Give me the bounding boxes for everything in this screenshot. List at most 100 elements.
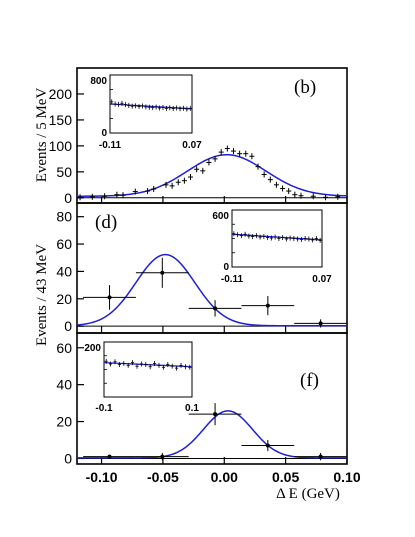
data-point xyxy=(163,181,169,188)
y-tick-label: 20 xyxy=(56,291,72,307)
inset-data-point xyxy=(123,102,127,108)
point-marker xyxy=(213,412,218,417)
fit-curve xyxy=(77,410,347,459)
y-tick-label: 60 xyxy=(56,236,72,252)
y-tick-label: 60 xyxy=(56,340,72,356)
inset-data-point xyxy=(188,364,192,370)
y-tick-label: 100 xyxy=(49,138,73,154)
inset-data-point xyxy=(140,103,145,109)
panel-f: 0 20 40 60 (f) 200 -0.1 0.1 -0.10 -0.05 0.00 0… xyxy=(56,332,361,502)
data-point xyxy=(335,193,341,200)
y-tick-label: 200 xyxy=(49,86,73,102)
inset-data-point xyxy=(168,105,172,111)
point-marker xyxy=(265,443,270,448)
inset-data-point xyxy=(284,236,288,242)
inset-data-point xyxy=(110,99,114,105)
inset-data-point xyxy=(175,105,179,111)
inset-data-point xyxy=(161,364,165,370)
panel-f-inset: 200 -0.1 0.1 xyxy=(84,341,199,414)
data-point xyxy=(273,181,279,188)
inset-data-point xyxy=(157,362,161,368)
panel-d-marks: 0 20 40 60 80 xyxy=(56,209,348,334)
panel-b: 0 50 100 150 200 (b) 800 0 -0.11 0.07 Events… xyxy=(34,67,348,206)
inset-data-point xyxy=(273,234,277,240)
data-point xyxy=(135,452,189,461)
x-axis-tick-labels: -0.10 -0.05 0.00 0.05 0.10 xyxy=(86,469,361,485)
inset-data-point xyxy=(258,234,262,240)
panel-f-inset-marks xyxy=(103,355,193,384)
inset-data-point xyxy=(113,359,117,365)
panel-d-tag: (d) xyxy=(95,212,117,233)
point-marker xyxy=(265,303,270,308)
data-point xyxy=(237,150,243,157)
inset-fit-line xyxy=(231,233,323,241)
inset-data-point xyxy=(185,106,189,112)
data-point xyxy=(298,192,304,199)
data-point xyxy=(243,150,249,157)
inset-fit-line xyxy=(103,361,193,368)
panel-d-inset-ytick-top: 600 xyxy=(212,211,229,222)
inset-data-point xyxy=(153,360,157,366)
inset-data-point xyxy=(266,235,270,241)
inset-data-point xyxy=(318,237,322,243)
data-point xyxy=(286,188,292,195)
data-point xyxy=(194,166,200,173)
data-point xyxy=(280,185,286,192)
inset-data-point xyxy=(299,236,303,242)
inset-data-point xyxy=(303,236,307,241)
x-tick-label: -0.10 xyxy=(86,469,118,485)
inset-data-point xyxy=(166,362,170,368)
panel-f-frame xyxy=(76,332,348,465)
inset-data-point xyxy=(157,105,162,111)
inset-data-point xyxy=(120,100,124,106)
inset-data-point xyxy=(147,104,151,110)
panel-d-inset-xtick-right: 0.07 xyxy=(312,274,332,285)
data-point xyxy=(188,300,242,317)
data-point xyxy=(151,185,157,192)
panel-b-inset-xtick-right: 0.07 xyxy=(182,140,202,151)
data-point xyxy=(261,171,267,178)
data-point xyxy=(212,155,218,162)
panel-b-inset-frame xyxy=(109,74,193,134)
inset-data-point xyxy=(236,232,240,238)
inset-data-point xyxy=(126,362,130,368)
inset-data-point xyxy=(311,237,315,243)
inset-data-point xyxy=(139,361,143,367)
panel-d-ylabel: Events / 43 MeV xyxy=(34,244,50,346)
panel-f-marks: 0 20 40 60 xyxy=(56,340,348,466)
panel-f-inset-ytick-top: 200 xyxy=(84,343,101,354)
fit-curve xyxy=(77,153,348,197)
data-point xyxy=(241,440,295,452)
data-point xyxy=(77,194,83,201)
data-point xyxy=(224,145,230,152)
inset-data-point xyxy=(122,360,126,366)
data-point xyxy=(241,296,295,316)
y-tick-label: 40 xyxy=(56,377,72,393)
inset-data-point xyxy=(314,236,318,241)
panel-f-tag: (f) xyxy=(300,370,319,391)
inset-data-point xyxy=(137,104,141,110)
y-tick-label: 150 xyxy=(49,112,73,128)
x-tick-label: 0.10 xyxy=(333,469,360,485)
panel-d-inset-ytick-bottom: 0 xyxy=(223,262,229,273)
inset-data-point xyxy=(151,105,155,111)
inset-data-point xyxy=(161,104,165,110)
inset-data-point xyxy=(188,105,192,111)
data-point xyxy=(169,182,175,189)
inset-data-point xyxy=(239,233,243,239)
inset-data-point xyxy=(109,361,113,367)
inset-data-point xyxy=(113,101,117,107)
inset-data-point xyxy=(135,363,139,369)
panel-b-marks: 0 50 100 150 200 xyxy=(49,86,348,206)
point-marker xyxy=(160,454,165,459)
panel-b-ylabel: Events / 5 MeV xyxy=(34,88,50,183)
point-marker xyxy=(107,454,112,459)
point-marker xyxy=(107,295,112,300)
data-point xyxy=(200,167,206,174)
panel-b-tag: (b) xyxy=(294,77,316,98)
data-point xyxy=(188,174,194,181)
inset-data-point xyxy=(131,360,135,366)
y-tick-label: 80 xyxy=(56,209,72,225)
inset-data-point xyxy=(144,362,148,368)
inset-data-point xyxy=(171,105,175,111)
